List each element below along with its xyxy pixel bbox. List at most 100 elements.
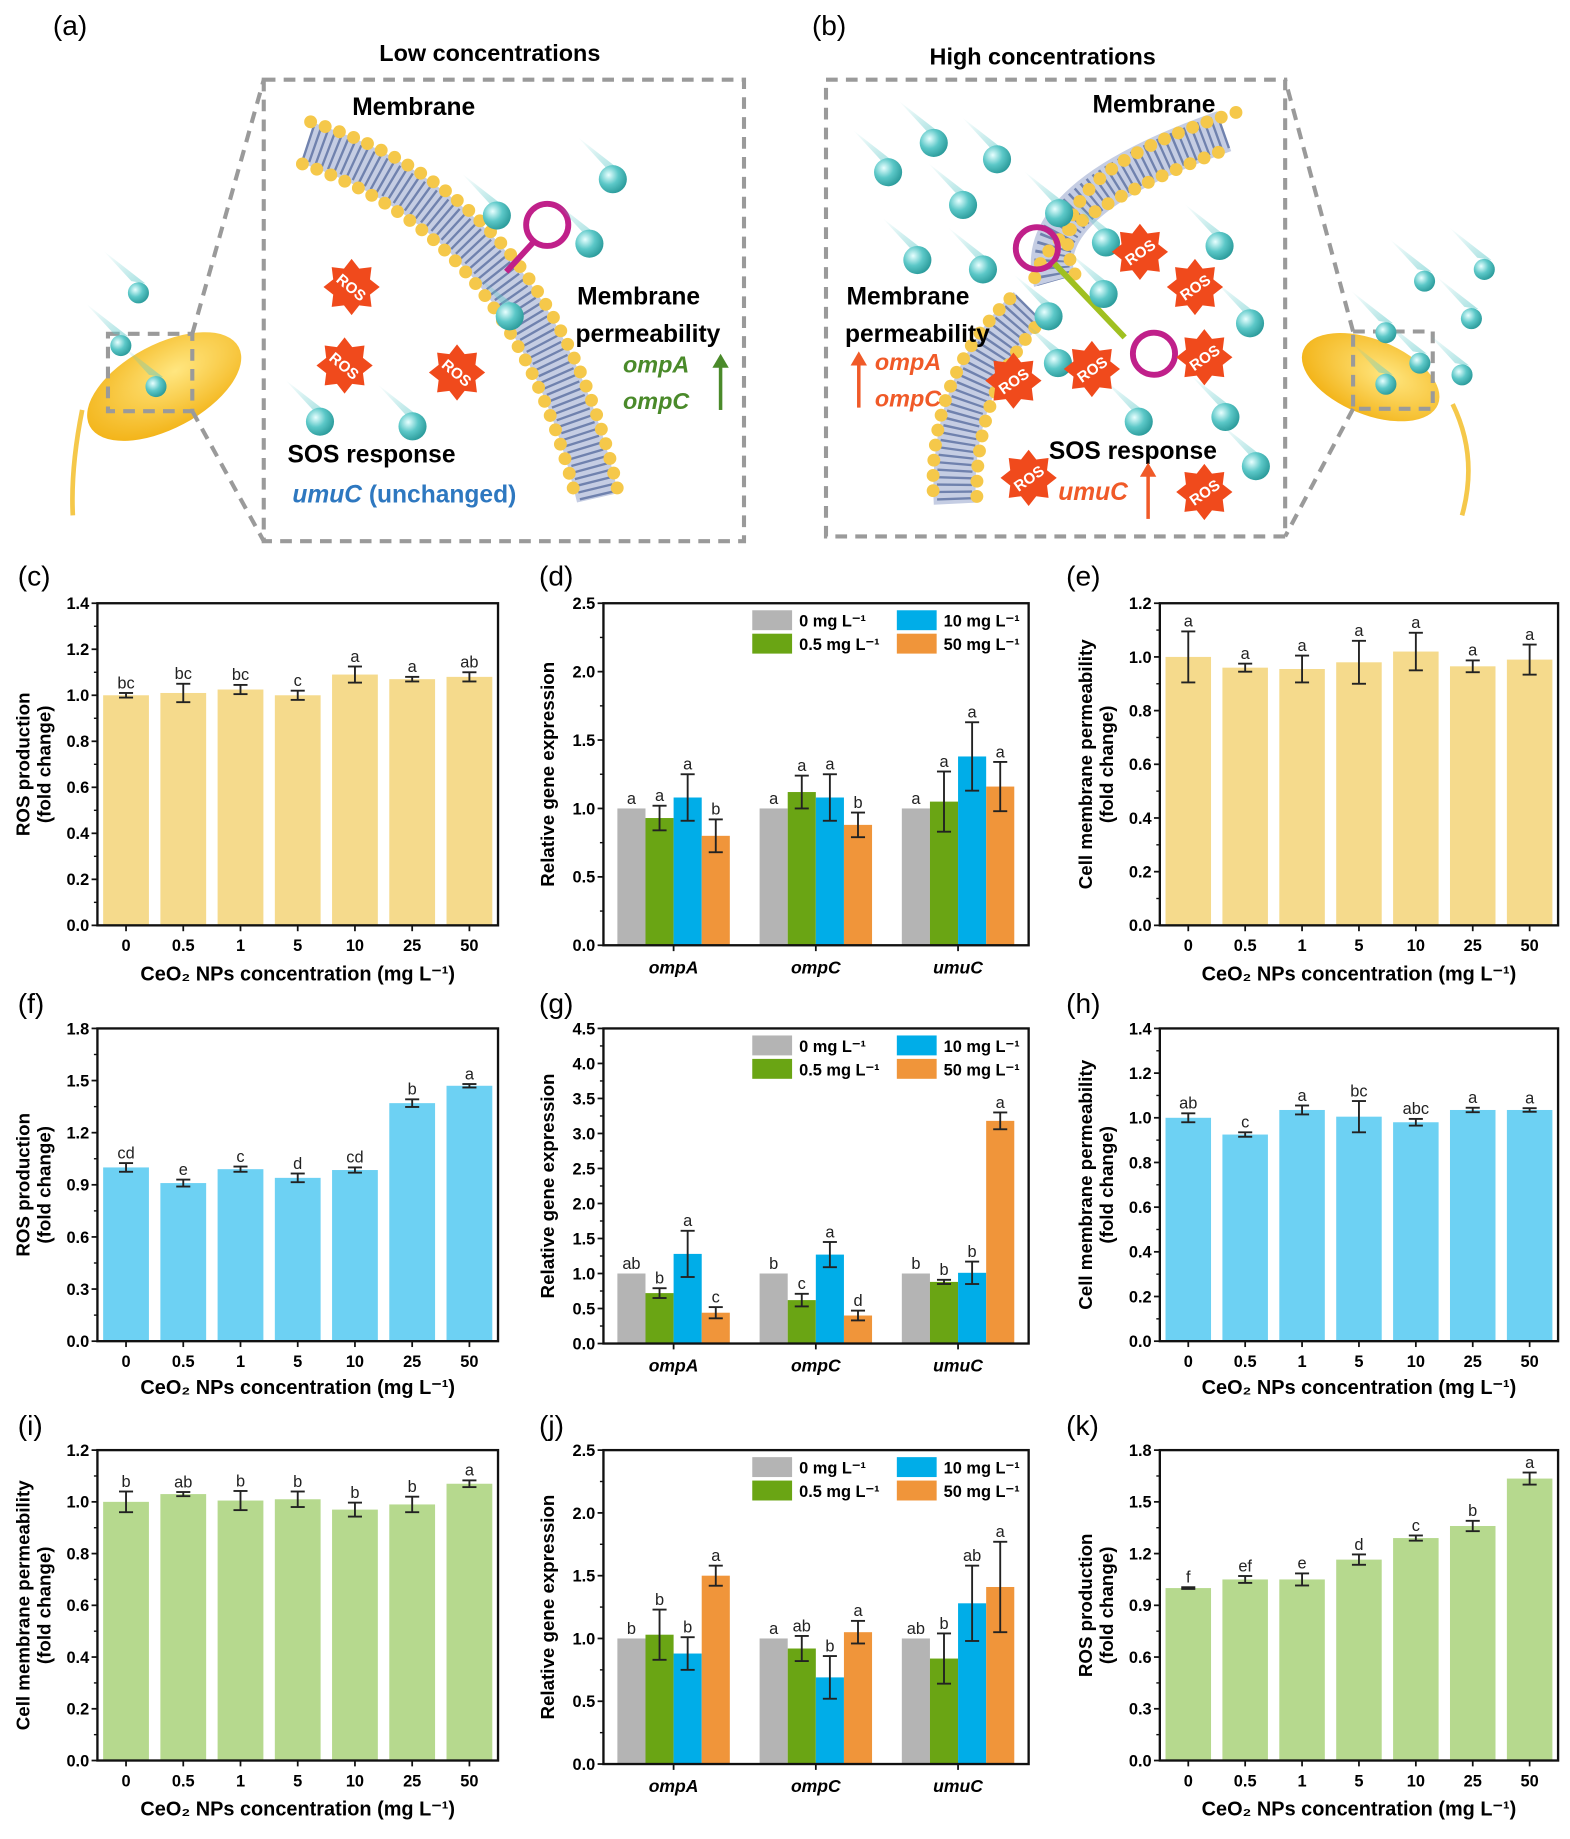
y-tick-label: 0.6: [66, 1229, 89, 1247]
x-tick-label: 50: [460, 937, 478, 955]
legend-label: 50 mg L⁻¹: [944, 1483, 1020, 1501]
x-axis-title: CeO₂ NPs concentration (mg L⁻¹): [1202, 1799, 1517, 1821]
bar-ompA-1: [645, 818, 674, 946]
x-axis-title: CeO₂ NPs concentration (mg L⁻¹): [140, 1377, 455, 1399]
bar-ompC-1: [787, 1648, 816, 1765]
x-tick-label: 0.5: [172, 1353, 195, 1371]
bar-25: [389, 1103, 436, 1342]
x-tick-label: 1: [236, 1772, 245, 1790]
membrane-bilayer-left: [295, 115, 626, 508]
significance-letter: a: [911, 790, 921, 808]
x-tick-label: 50: [1521, 937, 1539, 955]
nanoparticle: [1089, 279, 1118, 309]
significance-letter: a: [1411, 614, 1421, 632]
y-tick-label: 1.5: [66, 1072, 89, 1090]
significance-letter: e: [1298, 1555, 1307, 1573]
legend-swatch: [896, 1035, 937, 1056]
nanoparticle-tail: [1190, 374, 1233, 408]
x-tick-label: 0.5: [172, 937, 195, 955]
nanoparticle: [1375, 373, 1397, 395]
nanoparticle-tail: [1426, 332, 1470, 366]
nanoparticle-tail: [554, 201, 597, 235]
nanoparticle: [919, 128, 948, 157]
membrane-label-high: Membrane: [1093, 91, 1216, 118]
bar-0.5: [1222, 1579, 1268, 1761]
bar-umuC-3: [986, 786, 1015, 946]
y-tick-label: 0.8: [66, 733, 89, 751]
significance-letter: c: [236, 1148, 244, 1166]
panel-label-j: (j): [539, 1410, 564, 1441]
y-tick-label: 2.0: [572, 664, 595, 682]
y-tick-label: 0.6: [66, 1597, 89, 1615]
bar-1: [217, 1500, 264, 1761]
y-tick-label: 0.0: [66, 1752, 89, 1770]
y-tick-label: 0.8: [1129, 702, 1152, 720]
y-tick-label: 0.3: [66, 1281, 89, 1299]
sos-label-low: SOS response: [288, 442, 456, 469]
y-tick-label: 1.2: [1129, 1545, 1152, 1563]
x-tick-label: 50: [460, 1353, 478, 1371]
legend-swatch: [896, 1058, 937, 1079]
y-tick-label: 1.0: [66, 1494, 89, 1512]
permeability-label-low-2: permeability: [576, 321, 721, 348]
bar-50: [1506, 1478, 1553, 1761]
nanoparticle-tail: [852, 130, 896, 163]
nanoparticle-tail: [284, 379, 328, 413]
x-tick-label: umuC: [933, 1356, 983, 1376]
gene-ompC-low: ompC: [623, 388, 690, 414]
bar-0: [1165, 1117, 1212, 1342]
y-tick-label: 0.0: [572, 1756, 595, 1774]
significance-letter: b: [825, 1637, 834, 1655]
x-tick-label: 10: [346, 1772, 364, 1790]
significance-letter: a: [996, 743, 1006, 761]
bar-10: [1393, 1122, 1439, 1342]
bar-ompA-2: [673, 797, 702, 946]
nanoparticle: [1045, 199, 1074, 228]
x-tick-label: 1: [1298, 937, 1307, 955]
ros-star-icon: [1176, 329, 1233, 386]
significance-letter: b: [939, 1261, 948, 1279]
nanoparticle: [1460, 308, 1482, 330]
y-tick-label: 0.0: [1129, 1752, 1152, 1770]
bar-ompA-3: [701, 1575, 730, 1765]
y-tick-label: 1.2: [66, 641, 89, 659]
arrow-up-icon: [850, 351, 867, 408]
x-tick-label: ompC: [791, 957, 841, 977]
bar-0.5: [1222, 667, 1268, 926]
chart-i: (i) b 0 ab 0.5 b 1 b 5 b 10 b 25 a 50 CeO₂ NPs concentr…: [12, 1410, 500, 1821]
legend-label: 10 mg L⁻¹: [944, 1460, 1020, 1478]
significance-letter: a: [711, 1547, 721, 1565]
nanoparticle: [1451, 364, 1473, 386]
significance-letter: a: [1298, 637, 1308, 655]
umuc-label-low: umuC (unchanged): [292, 482, 516, 509]
x-tick-label: 0: [121, 1772, 130, 1790]
bar-25: [1449, 666, 1496, 926]
y-tick-label: 3.5: [572, 1090, 595, 1108]
x-tick-label: umuC: [933, 957, 983, 977]
y-tick-label: 1.8: [66, 1020, 89, 1038]
significance-letter: a: [683, 756, 693, 774]
bar-10: [1393, 1538, 1439, 1761]
bar-1: [217, 689, 264, 926]
nanoparticle-tail: [1389, 238, 1432, 272]
bar-5: [274, 695, 321, 926]
nanoparticle-tail: [1436, 276, 1479, 310]
bar-50: [446, 1085, 493, 1342]
y-axis-title-sub: (fold change): [34, 1126, 55, 1244]
x-tick-label: umuC: [933, 1776, 983, 1796]
x-tick-label: 10: [1407, 1772, 1425, 1790]
x-axis-title: CeO₂ NPs concentration (mg L⁻¹): [1202, 963, 1517, 985]
y-axis-title: Cell membrane permeability: [1075, 639, 1096, 889]
bacterium-right: [1301, 333, 1471, 517]
x-tick-label: 5: [293, 1353, 302, 1371]
significance-letter: bc: [1350, 1082, 1367, 1100]
legend-swatch: [896, 1457, 937, 1478]
bar-5: [1336, 1559, 1382, 1761]
nanoparticle-tail: [1449, 227, 1492, 261]
x-tick-label: ompC: [791, 1356, 841, 1376]
nanoparticle: [482, 201, 511, 230]
significance-letter: b: [293, 1473, 302, 1491]
